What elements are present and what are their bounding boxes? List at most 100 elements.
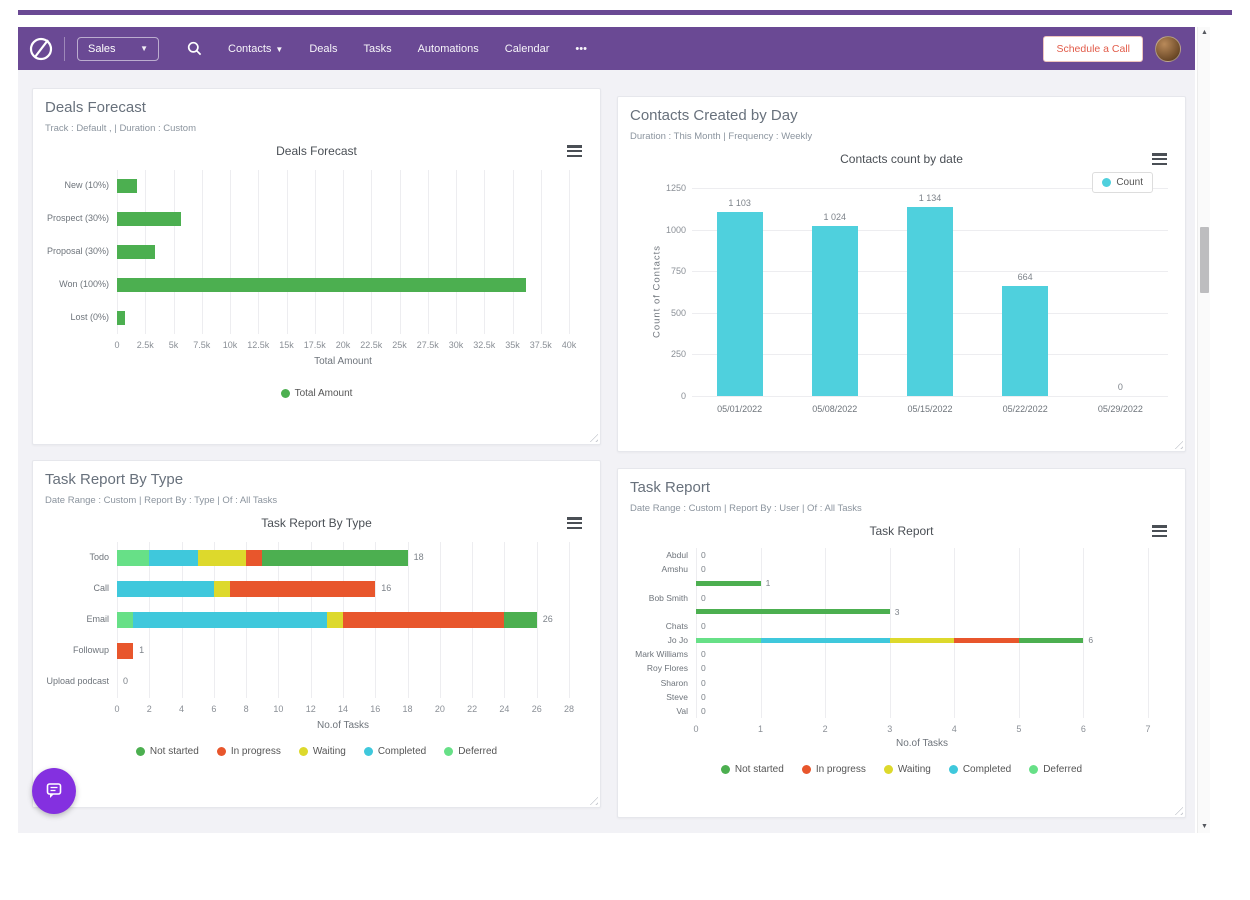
panel-resize-grip[interactable] [586,793,598,805]
stacked-bar-segment [326,612,343,628]
gridline [173,170,175,334]
legend-item[interactable]: Completed [363,746,426,757]
category-label: Jo Jo [667,635,688,646]
search-button[interactable] [187,41,202,56]
chart-title: Deals Forecast [276,144,357,158]
legend-item[interactable]: Waiting [298,746,346,757]
app-switcher-dropdown[interactable]: Sales ▼ [77,36,159,61]
x-tick-label: 37.5k [529,340,552,350]
x-tick-label: 5k [168,340,179,350]
nav-item-calendar[interactable]: Calendar [504,42,550,55]
chart-menu-icon[interactable] [567,517,582,529]
scroll-down-icon[interactable]: ▼ [1201,823,1208,830]
x-tick-label: 0 [693,724,699,734]
gridline [569,170,570,334]
x-tick-label: 18 [402,704,413,714]
more-menu-icon[interactable]: ••• [575,42,587,55]
legend-dot-icon [1029,765,1039,774]
y-tick-label: 1250 [665,183,686,193]
x-tick-label: 0 [114,340,120,350]
legend-item[interactable]: Waiting [883,764,931,775]
x-tick-label: 15k [279,340,294,350]
stacked-bar-segment [760,637,890,643]
legend-item[interactable]: In progress [216,746,281,757]
gridline [427,170,429,334]
legend-item[interactable]: Deferred [444,746,497,757]
panel-resize-grip[interactable] [586,430,598,442]
nav-item-contacts[interactable]: Contacts ▼ [228,43,283,55]
chart-menu-icon[interactable] [1152,153,1167,165]
x-tick-label: 2 [146,704,152,714]
legend-label: Waiting [897,764,931,775]
y-tick-label: 0 [680,391,686,401]
legend-item[interactable]: Completed [948,764,1012,775]
contacts-count-chart: 0 250 500 750 1000 1250 Count of Contacts 1 103… [630,172,1175,434]
stacked-bar-segment [213,580,230,597]
panel-subtitle: Date Range : Custom | Report By : User |… [630,503,862,514]
legend-item[interactable]: Count [1102,177,1143,188]
stacked-bar-segment [117,643,134,660]
legend-label: Deferred [1043,764,1083,775]
x-tick-label: 32.5k [473,340,496,350]
gridline [1148,548,1149,718]
gridline [343,170,344,334]
nav-right-group: Schedule a Call [1043,35,1195,62]
app-logo[interactable] [18,36,64,62]
chart-menu-icon[interactable] [567,145,582,157]
x-tick-label: 17.5k [303,340,326,350]
legend-item[interactable]: In progress [801,764,866,775]
bar-value-label: 0 [701,649,706,660]
nav-item-automations[interactable]: Automations [417,42,479,55]
nav-item-deals[interactable]: Deals [309,42,338,55]
gridline [889,548,891,718]
legend-item[interactable]: Deferred [1029,764,1082,775]
legend-item[interactable]: Not started [720,764,784,775]
legend-label: Not started [734,764,784,775]
schedule-call-button[interactable]: Schedule a Call [1043,35,1143,62]
chat-widget-button[interactable] [32,768,76,814]
stacked-bar-segment [197,549,247,566]
contacts-bar [716,212,763,396]
x-tick-label: 8 [243,704,249,714]
legend-label: Completed [962,764,1012,775]
legend-label: Not started [149,746,199,757]
x-tick-label: 30k [448,340,464,350]
gridline [230,170,231,334]
chart-menu-icon[interactable] [1152,525,1167,537]
x-tick-label: 10 [273,704,284,714]
deal-stage-bar [117,212,182,227]
legend-item[interactable]: Not started [135,746,199,757]
bar-value-label: 0 [701,592,706,603]
gridline [760,548,762,718]
y-tick-label: 1000 [665,224,686,235]
x-category-label: 05/22/2022 [1002,404,1048,414]
stacked-bar-segment [262,549,408,566]
x-tick-label: 5 [1016,724,1022,734]
stacked-bar-segment [696,637,761,643]
legend-label: Total Amount [294,388,353,399]
scrollbar-thumb[interactable] [1200,227,1209,293]
stacked-bar-segment [117,549,150,566]
chart-legend: Total Amount [45,388,588,399]
user-avatar[interactable] [1155,35,1181,62]
bar-total-label: 16 [381,582,392,593]
panel-subtitle: Duration : This Month | Frequency : Week… [630,131,813,142]
app-switcher-label: Sales [88,42,116,55]
legend-dot-icon [216,747,226,756]
scroll-up-icon[interactable]: ▲ [1201,29,1208,36]
nav-item-tasks[interactable]: Tasks [363,42,392,55]
bar-total-label: 26 [542,614,553,624]
x-axis-title: Total Amount [314,356,372,367]
bar-value-label: 1 103 [728,198,751,209]
gridline [399,170,401,334]
panel-resize-grip[interactable] [1171,803,1183,815]
y-tick-label: 500 [670,307,686,318]
gridline [540,170,542,334]
legend-item[interactable]: Total Amount [280,388,353,399]
deals-forecast-chart: 0 2.5k 5k 7.5k 10k 12.5k 15k 17.5k 20k 22.5k 25k 27… [45,166,590,378]
panel-resize-grip[interactable] [1171,437,1183,449]
gridline [286,170,288,334]
vertical-scrollbar[interactable]: ▲ ▼ [1197,27,1210,833]
category-label: Followup [72,645,109,656]
gridline [456,170,457,334]
